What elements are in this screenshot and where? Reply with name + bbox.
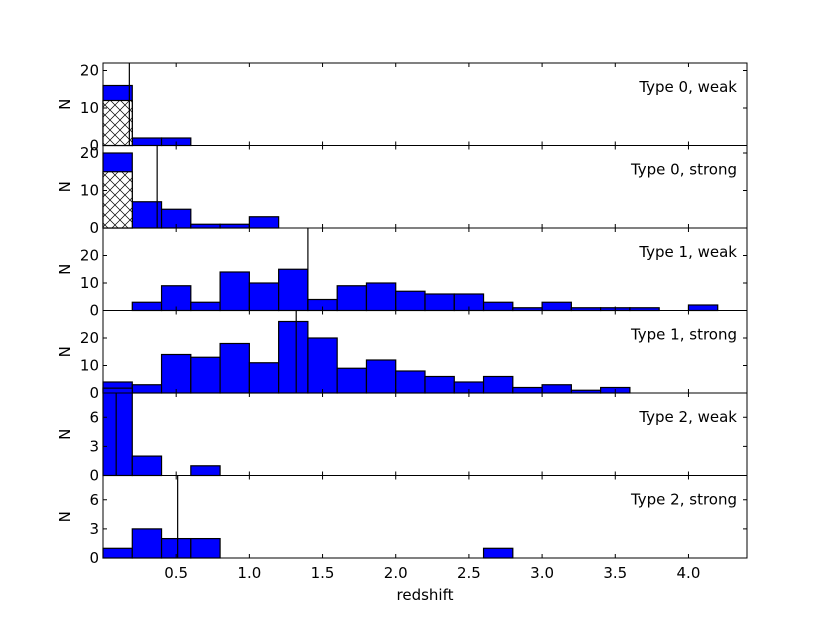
x-tick-label: 1.0: [237, 564, 261, 582]
histogram-bar: [219, 342, 250, 394]
histogram-bar: [131, 384, 163, 394]
y-tick-label: 20: [80, 329, 99, 347]
histogram-bar: [278, 320, 309, 394]
y-tick-label: 20: [80, 144, 99, 162]
histogram-bar: [160, 353, 192, 394]
histogram-bar: [190, 465, 221, 477]
y-axis-label: N: [56, 511, 74, 522]
hatched-bar: [102, 171, 133, 229]
panel-4: 0 10 20 N Type 1, strong: [56, 310, 748, 402]
x-tick-label: 2.0: [384, 564, 408, 582]
panel-5: 0 3 6 N Type 2, weak: [56, 387, 748, 485]
panel-frame: [102, 475, 748, 559]
y-tick-label: 10: [80, 357, 99, 375]
histogram-bar: [102, 547, 133, 559]
histogram-bar: [190, 301, 221, 312]
histogram-bar: [219, 271, 250, 312]
panel-label: Type 0, strong: [630, 161, 737, 179]
histogram-bar: [395, 290, 426, 312]
histogram-bar: [131, 137, 163, 147]
histogram-bar: [248, 362, 280, 394]
histogram-bar: [424, 293, 455, 312]
histogram-bar: [190, 356, 221, 394]
histogram-bar: [482, 375, 514, 394]
histogram-bar: [248, 216, 280, 229]
y-tick-label: 10: [80, 274, 99, 292]
panel-frame: [102, 62, 748, 146]
y-tick-label: 0: [89, 302, 99, 320]
y-tick-label: 0: [89, 467, 99, 485]
histogram-bar: [307, 337, 338, 394]
histogram-bar: [395, 370, 426, 394]
y-tick-label: 0: [89, 219, 99, 237]
panel-label: Type 2, strong: [630, 491, 737, 509]
y-tick-label: 6: [89, 408, 99, 426]
panel-label: Type 2, weak: [638, 408, 737, 426]
histogram-bar: [687, 304, 719, 312]
histogram-bar: [482, 547, 514, 559]
x-axis-label: redshift: [397, 586, 454, 604]
panel-label: Type 0, weak: [638, 78, 737, 96]
histogram-bar: [541, 384, 572, 394]
y-tick-label: 0: [89, 549, 99, 567]
histogram-bar: [190, 223, 221, 229]
panel-6: 0 3 6 N Type 2, strong: [56, 475, 748, 567]
histogram-bar: [424, 375, 455, 394]
histogram-bar: [365, 282, 397, 312]
panel-label: Type 1, weak: [638, 243, 737, 261]
histogram-bar: [541, 301, 572, 312]
histogram-bar: [219, 223, 250, 229]
histogram-bar: [131, 528, 163, 559]
y-tick-label: 10: [80, 99, 99, 117]
panel-label: Type 1, strong: [630, 326, 737, 344]
panel-1: 0 10 20 N Type 0, weak: [56, 62, 748, 155]
histogram-bar: [336, 367, 368, 394]
histogram-bar: [365, 359, 397, 394]
panel-3: 0 10 20 N Type 1, weak: [56, 227, 748, 320]
panel-frame: [102, 392, 748, 476]
x-tick-label: 4.0: [677, 564, 701, 582]
hatched-bar: [102, 99, 133, 147]
y-axis-label: N: [56, 264, 74, 275]
histogram-bar: [131, 455, 163, 477]
y-tick-label: 0: [89, 137, 99, 155]
histogram-bar: [102, 387, 133, 477]
histogram-bar: [336, 285, 368, 312]
y-tick-label: 20: [80, 62, 99, 80]
y-tick-label: 20: [80, 247, 99, 265]
y-tick-label: 0: [89, 384, 99, 402]
y-axis-label: N: [56, 181, 74, 192]
histogram-bar: [190, 537, 221, 559]
y-tick-label: 6: [89, 491, 99, 509]
y-tick-label: 10: [80, 182, 99, 200]
y-axis-label: N: [56, 429, 74, 440]
histogram-bar: [131, 301, 163, 312]
x-tick-label: 0.5: [164, 564, 188, 582]
x-tick-label: 1.5: [311, 564, 335, 582]
x-tick-label: 3.0: [530, 564, 554, 582]
y-tick-label: 3: [89, 437, 99, 455]
y-axis-label: N: [56, 99, 74, 110]
panel-frame: [102, 145, 748, 229]
y-axis-label: N: [56, 346, 74, 357]
panel-2: 0 10 20 N Type 0, strong: [56, 144, 748, 237]
y-tick-label: 3: [89, 520, 99, 538]
histogram-bar: [248, 282, 280, 312]
x-tick-label: 2.5: [457, 564, 481, 582]
x-tick-label: 3.5: [603, 564, 627, 582]
histogram-bar: [482, 301, 514, 312]
histogram-bar: [278, 268, 309, 312]
histogram-bar: [512, 386, 543, 394]
